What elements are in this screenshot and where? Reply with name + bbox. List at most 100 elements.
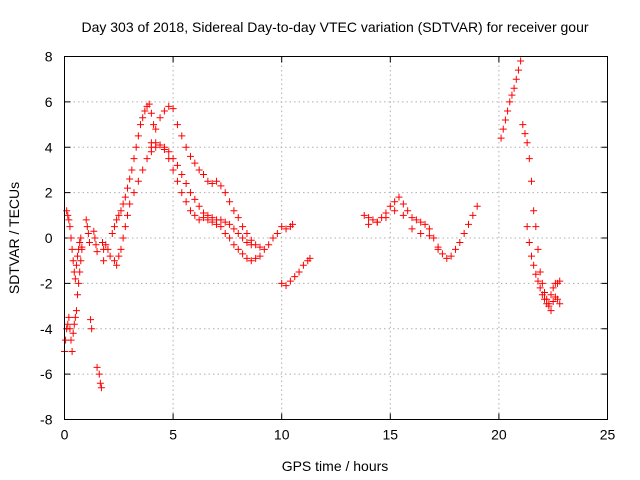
data-point xyxy=(121,223,129,231)
x-tick-label: 20 xyxy=(491,427,507,443)
chart-title: Day 303 of 2018, Sidereal Day-to-day VTE… xyxy=(81,19,588,35)
data-point xyxy=(221,229,229,237)
data-point xyxy=(165,148,173,156)
data-point xyxy=(191,159,199,167)
data-point xyxy=(156,141,164,149)
data-point xyxy=(137,121,145,129)
data-series xyxy=(61,57,564,392)
data-point xyxy=(399,211,407,219)
data-point xyxy=(541,295,549,303)
data-point xyxy=(365,214,373,222)
data-point xyxy=(74,252,82,260)
data-point xyxy=(85,239,93,247)
data-point xyxy=(527,252,535,260)
data-point xyxy=(69,329,77,337)
data-point xyxy=(512,75,520,83)
data-point xyxy=(83,223,91,231)
x-axis-ticks: 0 5 10 15 20 25 xyxy=(61,56,616,443)
data-point xyxy=(556,277,564,285)
data-point xyxy=(91,234,99,242)
data-point xyxy=(549,284,557,292)
data-point xyxy=(143,155,151,163)
data-point xyxy=(226,220,234,228)
data-point xyxy=(68,347,76,355)
data-point xyxy=(239,223,247,231)
data-point xyxy=(115,211,123,219)
data-point xyxy=(106,252,114,260)
data-point xyxy=(243,229,251,237)
data-point xyxy=(230,225,238,233)
data-point xyxy=(68,245,76,253)
y-tick-label: -8 xyxy=(40,412,53,428)
data-point xyxy=(128,166,136,174)
data-point xyxy=(538,279,546,287)
data-point xyxy=(295,268,303,276)
data-point xyxy=(536,284,544,292)
data-point xyxy=(173,121,181,129)
data-point xyxy=(208,180,216,188)
data-point xyxy=(556,300,564,308)
data-point xyxy=(269,234,277,242)
data-point xyxy=(221,218,229,226)
data-point xyxy=(178,170,186,178)
data-point xyxy=(160,107,168,115)
data-point xyxy=(67,234,75,242)
data-point xyxy=(508,91,516,99)
data-point xyxy=(534,245,542,253)
data-point xyxy=(182,143,190,151)
data-point xyxy=(538,291,546,299)
data-point xyxy=(239,250,247,258)
series-sdtvar xyxy=(61,57,564,392)
data-point xyxy=(369,216,377,224)
data-point xyxy=(134,177,142,185)
data-point xyxy=(386,202,394,210)
data-point xyxy=(286,277,294,285)
data-point xyxy=(204,211,212,219)
data-point xyxy=(230,241,238,249)
data-point xyxy=(234,245,242,253)
data-point xyxy=(178,189,186,197)
data-point xyxy=(200,170,208,178)
data-point xyxy=(534,277,542,285)
data-point xyxy=(145,100,153,108)
data-point xyxy=(282,225,290,233)
data-point xyxy=(165,102,173,110)
data-point xyxy=(217,182,225,190)
x-tick-label: 25 xyxy=(600,427,616,443)
data-point xyxy=(360,211,368,219)
data-point xyxy=(530,261,538,269)
data-point xyxy=(92,241,100,249)
x-axis-label: GPS time / hours xyxy=(282,458,389,474)
data-point xyxy=(160,143,168,151)
data-point xyxy=(438,250,446,258)
data-point xyxy=(64,320,72,328)
data-point xyxy=(273,229,281,237)
data-point xyxy=(514,66,522,74)
data-point xyxy=(65,313,73,321)
data-point xyxy=(96,379,104,387)
data-point xyxy=(547,307,555,315)
data-point xyxy=(408,225,416,233)
data-point xyxy=(525,155,533,163)
data-point xyxy=(72,261,80,269)
data-point xyxy=(90,227,98,235)
data-point xyxy=(95,370,103,378)
data-point xyxy=(545,302,553,310)
data-point xyxy=(391,207,399,215)
data-point xyxy=(404,207,412,215)
data-point xyxy=(536,268,544,276)
data-point xyxy=(100,257,108,265)
data-point xyxy=(139,114,147,122)
data-point xyxy=(217,223,225,231)
data-point xyxy=(186,152,194,160)
data-point xyxy=(278,279,286,287)
data-point xyxy=(447,252,455,260)
data-point xyxy=(84,229,92,237)
data-point xyxy=(71,313,79,321)
data-point xyxy=(182,198,190,206)
data-point xyxy=(110,257,118,265)
data-point xyxy=(178,132,186,140)
y-tick-label: 6 xyxy=(45,94,53,110)
data-point xyxy=(434,245,442,253)
